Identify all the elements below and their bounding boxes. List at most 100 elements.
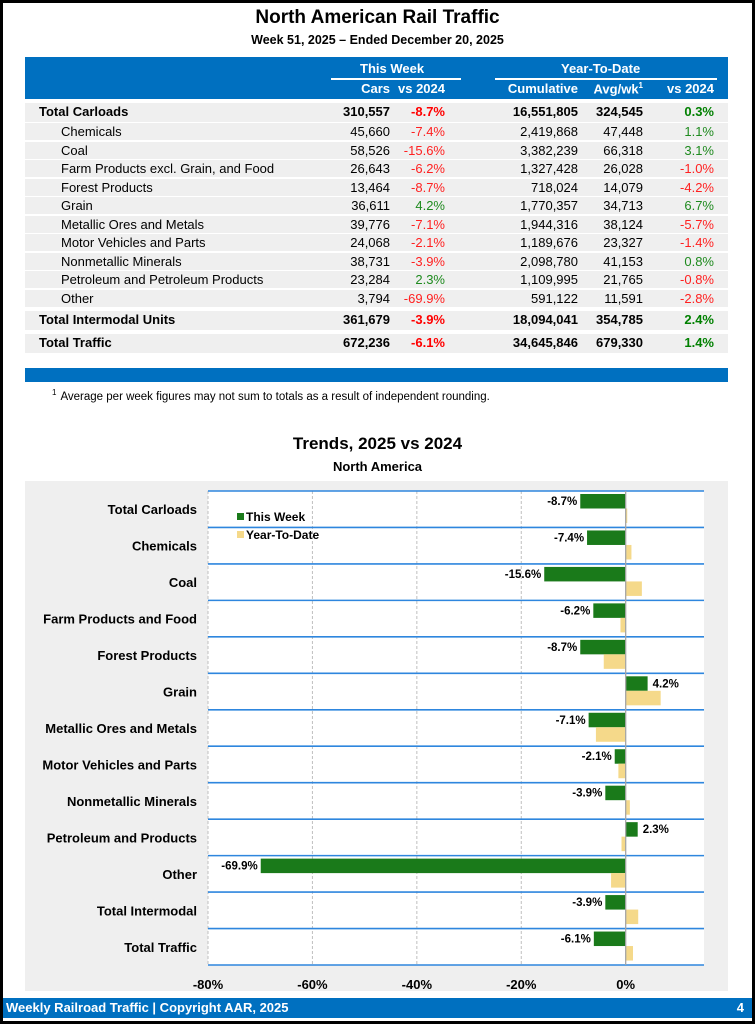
cell-cars: 38,731 xyxy=(350,253,390,269)
cell-cumulative: 1,327,428 xyxy=(520,161,578,176)
category-label: Total Intermodal xyxy=(97,903,197,918)
data-label-this-week: -3.9% xyxy=(572,788,602,800)
cell-ytd-vs-2024: -0.8% xyxy=(680,272,714,287)
cell-cumulative: 1,109,995 xyxy=(520,272,578,287)
group-underline-this-week xyxy=(331,78,461,80)
category-label: Petroleum and Products xyxy=(47,830,197,845)
chart-panel: -80% -60% -40% -20% 0% Total Carloads -8.7% Che… xyxy=(25,481,728,991)
table-row: Metallic Ores and Metals 39,776 -7.1% 1,944… xyxy=(25,215,728,233)
bar-this-week xyxy=(593,603,626,618)
bar-year-to-date xyxy=(625,946,633,961)
legend-swatch-this-week xyxy=(237,513,244,520)
row-label: Total Intermodal Units xyxy=(39,312,176,327)
category-label: Nonmetallic Minerals xyxy=(67,794,197,809)
col-header-avg-label: Avg/wk xyxy=(593,81,639,97)
row-label: Metallic Ores and Metals xyxy=(61,216,205,232)
table-row: Nonmetallic Minerals 38,731 -3.9% 2,098,780… xyxy=(25,252,728,270)
page-subtitle: Week 51, 2025 – Ended December 20, 2025 xyxy=(251,33,504,47)
col-header-vs-ytd: vs 2024 xyxy=(667,81,714,96)
cell-vs-2024: -8.7% xyxy=(411,104,445,119)
bar-year-to-date xyxy=(625,581,642,596)
cell-vs-2024: -2.1% xyxy=(411,235,445,250)
cell-avg-wk: 324,545 xyxy=(596,104,643,119)
category-label: Coal xyxy=(169,575,197,590)
cell-vs-2024: -3.9% xyxy=(411,312,445,327)
cell-vs-2024: -15.6% xyxy=(403,142,445,158)
bar-this-week xyxy=(605,785,626,801)
cell-cars: 310,557 xyxy=(343,104,390,119)
col-header-cars: Cars xyxy=(361,81,390,96)
x-tick-label: -80% xyxy=(193,977,224,991)
cell-cumulative: 34,645,846 xyxy=(512,335,578,350)
cell-ytd-vs-2024: -4.2% xyxy=(680,179,714,195)
table-row: Chemicals 45,660 -7.4% 2,419,868 47,448 1.1% xyxy=(25,123,728,140)
bar-year-to-date xyxy=(595,727,626,742)
bar-year-to-date xyxy=(625,800,630,815)
footnote: 1 Average per week figures may not sum to… xyxy=(52,388,490,403)
cell-cumulative: 18,094,041 xyxy=(512,312,578,327)
data-label-this-week: -7.4% xyxy=(554,532,584,544)
cell-cumulative: 718,024 xyxy=(531,179,578,195)
cell-avg-wk: 23,327 xyxy=(603,235,643,250)
row-label: Farm Products excl. Grain, and Food xyxy=(61,161,275,176)
row-label: Petroleum and Petroleum Products xyxy=(61,272,264,287)
x-tick-label: 0% xyxy=(616,977,635,991)
cell-ytd-vs-2024: 0.8% xyxy=(684,253,714,269)
cell-vs-2024: 2.3% xyxy=(415,272,445,287)
cell-ytd-vs-2024: 0.3% xyxy=(684,104,714,119)
legend-swatch-year-to-date xyxy=(237,531,244,538)
data-label-this-week: -3.9% xyxy=(572,897,602,909)
trends-bar-chart: -80% -60% -40% -20% 0% Total Carloads -8.7% Che… xyxy=(42,490,704,991)
cell-ytd-vs-2024: -2.8% xyxy=(680,290,714,306)
cell-cars: 26,643 xyxy=(350,161,390,176)
group-header-this-week: This Week xyxy=(360,61,425,76)
row-label: Chemicals xyxy=(61,124,122,139)
cell-avg-wk: 66,318 xyxy=(603,142,643,158)
bar-this-week xyxy=(605,895,626,910)
data-label-this-week: -6.1% xyxy=(561,934,591,946)
bar-this-week xyxy=(587,530,626,545)
footnote-marker: 1 xyxy=(638,81,643,90)
table-row: Motor Vehicles and Parts 24,068 -2.1% 1,189… xyxy=(25,234,728,251)
cell-avg-wk: 354,785 xyxy=(596,312,643,327)
cell-avg-wk: 38,124 xyxy=(603,216,643,232)
cell-cars: 58,526 xyxy=(350,142,390,158)
row-label: Total Carloads xyxy=(39,104,129,119)
data-label-this-week: 4.2% xyxy=(653,678,679,690)
legend-label-this-week: This Week xyxy=(246,510,305,524)
cell-cumulative: 3,382,239 xyxy=(520,142,578,158)
footnote-mark: 1 xyxy=(52,388,57,397)
cell-ytd-vs-2024: -1.4% xyxy=(680,235,714,250)
group-underline-ytd xyxy=(495,78,717,80)
bar-year-to-date xyxy=(618,763,626,779)
col-header-vs-this-week: vs 2024 xyxy=(398,81,445,96)
bar-this-week xyxy=(588,712,626,728)
x-tick-label: -60% xyxy=(297,977,328,991)
cell-cars: 3,794 xyxy=(357,290,390,306)
cell-cumulative: 2,419,868 xyxy=(520,124,578,139)
table-row: Total Intermodal Units 361,679 -3.9% 18,094… xyxy=(25,311,728,330)
row-label: Forest Products xyxy=(61,179,153,195)
bar-year-to-date xyxy=(621,836,626,852)
cell-cars: 36,611 xyxy=(351,198,390,213)
row-label: Total Traffic xyxy=(39,335,112,350)
bar-this-week xyxy=(593,931,626,947)
row-label: Other xyxy=(61,290,94,306)
bar-year-to-date xyxy=(625,690,661,706)
data-label-this-week: -6.2% xyxy=(560,605,590,617)
cell-cumulative: 16,551,805 xyxy=(512,104,578,119)
table-row: Coal 58,526 -15.6% 3,382,239 66,318 3.1% xyxy=(25,141,728,159)
data-label-this-week: -8.7% xyxy=(547,642,577,654)
bar-year-to-date xyxy=(625,508,628,523)
cell-ytd-vs-2024: 1.4% xyxy=(684,335,714,350)
cell-cumulative: 1,944,316 xyxy=(520,216,578,232)
category-label: Total Carloads xyxy=(108,502,197,517)
cell-cars: 361,679 xyxy=(343,312,390,327)
cell-vs-2024: -6.2% xyxy=(411,161,445,176)
cell-avg-wk: 26,028 xyxy=(603,161,643,176)
data-label-this-week: -15.6% xyxy=(505,569,541,581)
bar-year-to-date xyxy=(611,873,626,888)
cell-cars: 24,068 xyxy=(350,235,390,250)
page-footer: Weekly Railroad Traffic | Copyright AAR,… xyxy=(3,998,752,1018)
table-row: Forest Products 13,464 -8.7% 718,024 14,079 -… xyxy=(25,178,728,196)
